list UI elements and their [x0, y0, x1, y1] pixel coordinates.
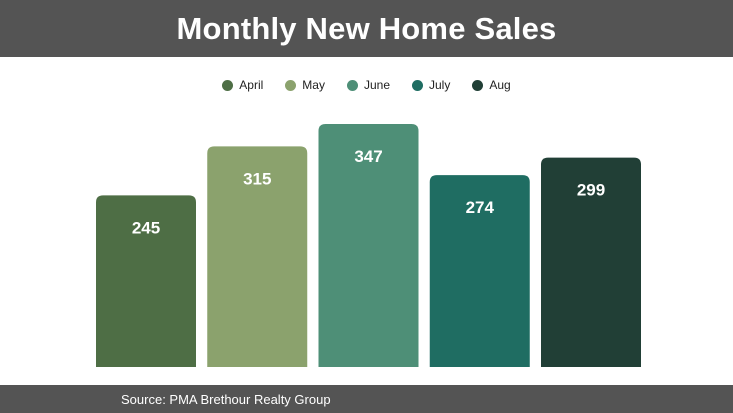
chart-title: Monthly New Home Sales	[176, 10, 557, 46]
bar-april	[96, 195, 196, 367]
legend-swatch	[412, 79, 423, 91]
chart-footer: Source: PMA Brethour Realty Group	[0, 385, 733, 413]
data-label-may: 315	[243, 169, 271, 188]
bar-may	[207, 146, 308, 367]
chart-header: Monthly New Home Sales	[0, 0, 733, 57]
legend-swatch	[346, 79, 358, 91]
legend-item-april: April	[222, 78, 263, 92]
data-label-july: 274	[466, 198, 495, 217]
legend-swatch	[222, 79, 234, 91]
bar-aug	[541, 157, 641, 367]
legend-item-july: July	[412, 78, 450, 92]
data-label-june: 347	[354, 147, 382, 166]
legend-label: May	[302, 78, 325, 92]
data-label-april: 245	[132, 218, 160, 237]
legend-label: Aug	[489, 78, 511, 92]
chart-legend: April May June July Aug	[0, 78, 733, 92]
bar-chart: 245 315 347 274 299	[96, 124, 641, 367]
bar-july	[429, 175, 530, 367]
legend-label: April	[239, 78, 264, 92]
source-note: Source: PMA Brethour Realty Group	[121, 392, 331, 407]
legend-item-may: May	[285, 78, 325, 92]
legend-item-june: June	[346, 78, 390, 92]
legend-item-aug: Aug	[472, 78, 511, 92]
legend-label: July	[429, 78, 451, 92]
legend-label: June	[363, 78, 390, 92]
bar-june	[318, 124, 419, 367]
data-label-aug: 299	[577, 181, 605, 200]
legend-swatch	[285, 79, 297, 91]
legend-swatch	[472, 79, 484, 91]
